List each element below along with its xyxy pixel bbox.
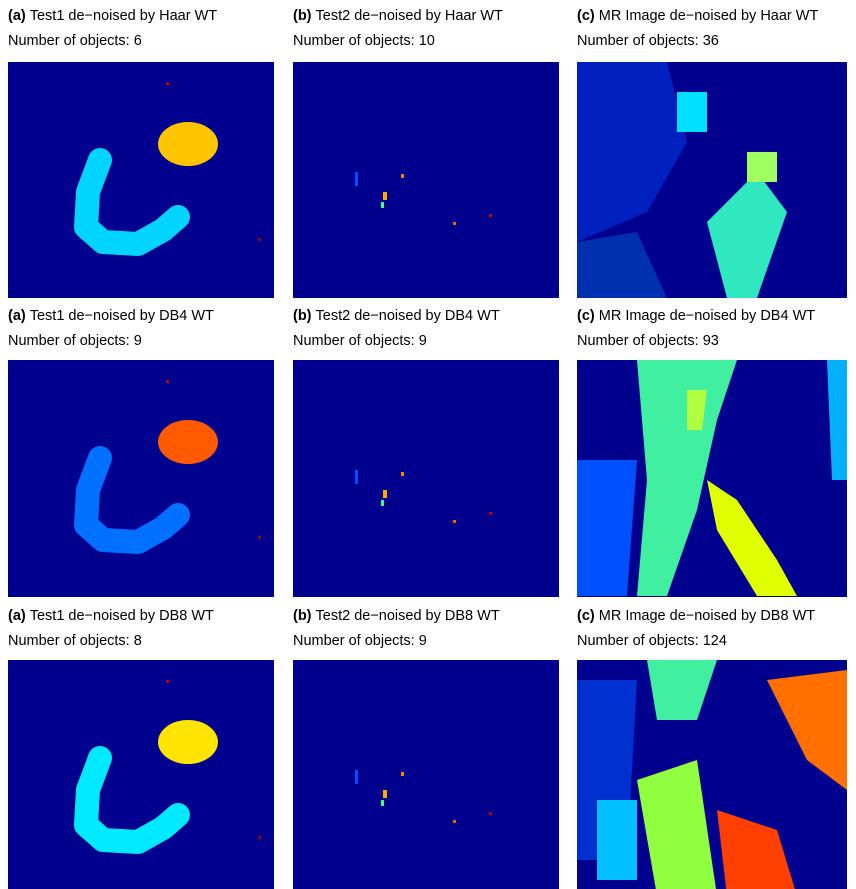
segment-speck [453,222,456,225]
panel-title-text: Test1 de−noised by Haar WT [30,8,218,24]
panel-label: (a) [8,308,26,324]
panel-title-text: MR Image de−noised by DB8 WT [599,608,816,624]
image-background [8,360,274,597]
segment-speck [383,790,387,798]
segment-speck [401,174,404,178]
segment-speck [383,192,387,200]
image-background [8,62,274,298]
object-count: Number of objects: 10 [293,33,435,49]
segment-speck [401,472,404,476]
panel-label: (b) [293,308,312,324]
object-count: Number of objects: 9 [293,633,427,649]
segment-speck [258,238,261,241]
segment-speck [489,812,492,815]
segment-blob [158,420,218,464]
image-background [293,360,559,597]
panel-title-text: Test2 de−noised by DB4 WT [316,308,500,324]
object-count: Number of objects: 8 [8,633,142,649]
image-background [293,62,559,298]
segment-region [577,460,637,596]
object-count: Number of objects: 9 [8,333,142,349]
panel-label: (b) [293,608,312,624]
panel-label: (c) [577,608,595,624]
panel-title-text: Test1 de−noised by DB4 WT [30,308,214,324]
segment-speck [381,800,384,806]
segment-region [747,152,777,182]
segment-speck [355,470,358,484]
panel-image [8,660,274,889]
segment-speck [489,512,492,515]
panel-title: (b)Test2 de−noised by Haar WT [293,8,503,24]
panel-image [293,660,559,889]
segment-speck [258,536,261,539]
segment-region [677,92,707,132]
panel-title-text: MR Image de−noised by DB4 WT [599,308,816,324]
segment-speck [381,500,384,506]
panel-image [577,62,847,298]
panel-title-text: Test2 de−noised by DB8 WT [316,608,500,624]
segment-speck [383,490,387,498]
panel-title: (c)MR Image de−noised by DB8 WT [577,608,815,624]
object-count: Number of objects: 6 [8,33,142,49]
segment-speck [401,772,404,776]
segment-blob [158,720,218,764]
panel-image [8,360,274,597]
panel-image [293,62,559,298]
segment-speck [453,820,456,823]
panel-title-text: MR Image de−noised by Haar WT [599,8,819,24]
panel-title-text: Test1 de−noised by DB8 WT [30,608,214,624]
panel-label: (a) [8,8,26,24]
panel-label: (a) [8,608,26,624]
segment-speck [166,82,169,85]
object-count: Number of objects: 36 [577,33,719,49]
panel-title: (a)Test1 de−noised by Haar WT [8,8,217,24]
image-background [293,660,559,889]
object-count: Number of objects: 93 [577,333,719,349]
panel-title: (c)MR Image de−noised by Haar WT [577,8,818,24]
segment-speck [166,380,169,383]
panel-title: (a)Test1 de−noised by DB8 WT [8,608,214,624]
panel-image [293,360,559,597]
segment-region [597,800,637,880]
segment-blob [158,122,218,166]
segment-speck [355,770,358,784]
segment-speck [258,836,261,839]
figure: (a)Test1 de−noised by Haar WTNumber of o… [0,0,856,889]
segment-speck [166,680,169,683]
panel-label: (c) [577,8,595,24]
panel-title: (b)Test2 de−noised by DB4 WT [293,308,500,324]
segment-speck [381,202,384,208]
panel-label: (b) [293,8,312,24]
segment-speck [489,214,492,217]
panel-image [8,62,274,298]
segment-speck [355,172,358,186]
panel-label: (c) [577,308,595,324]
segment-speck [453,520,456,523]
panel-title: (b)Test2 de−noised by DB8 WT [293,608,500,624]
object-count: Number of objects: 9 [293,333,427,349]
panel-image [577,360,847,597]
panel-title: (a)Test1 de−noised by DB4 WT [8,308,214,324]
panel-title: (c)MR Image de−noised by DB4 WT [577,308,815,324]
image-background [8,660,274,889]
object-count: Number of objects: 124 [577,633,727,649]
panel-image [577,660,847,889]
panel-title-text: Test2 de−noised by Haar WT [316,8,504,24]
